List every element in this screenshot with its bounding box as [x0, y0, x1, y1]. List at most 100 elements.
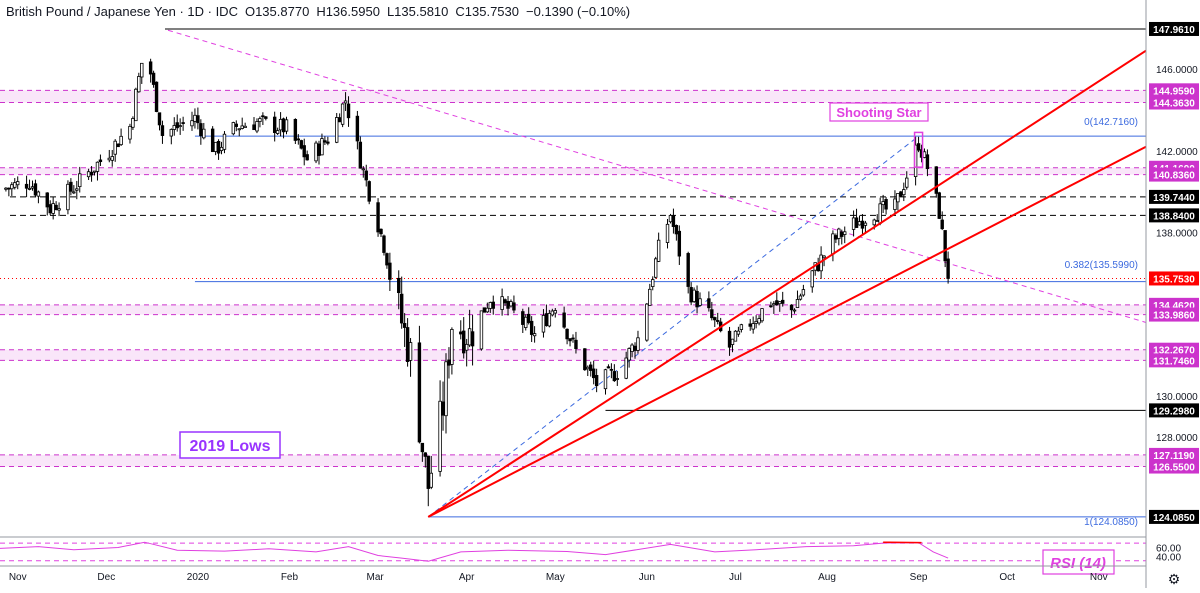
candle-down	[427, 456, 430, 488]
candle-down	[347, 104, 350, 118]
candle-up	[256, 122, 259, 131]
candle-up	[214, 142, 217, 151]
candle-up	[778, 302, 781, 304]
candle-down	[99, 160, 102, 162]
candle-up	[486, 308, 489, 312]
candle-up	[879, 204, 882, 223]
price-tick-label: 128.0000	[1156, 433, 1198, 444]
candle-down	[781, 300, 784, 303]
candle-down	[938, 193, 941, 219]
rsi-line	[0, 542, 948, 561]
candle-down	[235, 124, 238, 126]
candle-up	[241, 126, 244, 129]
candle-up	[637, 338, 640, 351]
candle-down	[900, 192, 903, 196]
candle-up	[5, 188, 8, 189]
candle-up	[279, 119, 282, 130]
price-axis-label: 133.9860	[1153, 311, 1195, 322]
candle-up	[315, 143, 318, 161]
time-axis-label: Dec	[97, 572, 115, 583]
candle-up	[73, 192, 76, 193]
candle-down	[377, 203, 380, 232]
header-symbol: British Pound / Japanese Yen · 1D · IDC	[6, 4, 238, 19]
price-axis-label: 138.8400	[1153, 211, 1195, 222]
candle-down	[634, 346, 637, 350]
candle-down	[380, 229, 383, 234]
candle-up	[858, 222, 861, 225]
candle-up	[551, 311, 554, 315]
candle-up	[129, 126, 132, 139]
candle-up	[616, 379, 619, 380]
header-high: H136.5950	[316, 4, 380, 19]
candle-up	[604, 370, 607, 389]
header-open: O135.8770	[245, 4, 309, 19]
candle-down	[716, 320, 719, 321]
header-low: L135.5810	[387, 4, 448, 19]
candle-down	[49, 205, 52, 213]
candle-up	[220, 147, 223, 150]
candle-down	[421, 443, 424, 451]
candle-up	[93, 171, 96, 172]
support-zone	[0, 168, 1146, 175]
rising-trendline	[428, 51, 1146, 517]
candle-up	[135, 89, 138, 120]
rsi-tick-label: 40.00	[1156, 552, 1181, 563]
candle-down	[926, 155, 929, 169]
candle-down	[492, 302, 495, 308]
candle-up	[669, 215, 672, 221]
candle-down	[504, 300, 507, 303]
candle-down	[149, 62, 152, 74]
candle-up	[409, 343, 412, 361]
candle-down	[70, 182, 73, 191]
candle-down	[397, 278, 400, 292]
candle-up	[489, 302, 492, 308]
price-axis-label: 131.7460	[1153, 356, 1195, 367]
candle-up	[657, 240, 660, 261]
fib-0-label: 0(142.7160)	[1084, 117, 1138, 128]
shooting-star-label: Shooting Star	[836, 105, 921, 120]
candle-down	[947, 259, 950, 279]
candle-down	[418, 343, 421, 442]
candle-up	[285, 120, 288, 131]
candle-up	[58, 209, 61, 210]
candle-down	[713, 318, 716, 320]
candle-up	[533, 334, 536, 336]
candle-down	[471, 332, 474, 346]
price-axis-label: 140.8360	[1153, 171, 1195, 182]
candle-up	[628, 349, 631, 361]
candle-up	[802, 290, 805, 295]
candle-down	[403, 323, 406, 327]
candle-down	[424, 453, 427, 457]
candle-up	[439, 401, 442, 471]
candle-down	[610, 369, 613, 370]
time-axis-label: Jul	[729, 572, 742, 583]
candle-up	[16, 182, 19, 185]
candle-up	[451, 329, 454, 364]
candle-up	[67, 184, 70, 209]
candle-down	[197, 116, 200, 123]
candle-up	[501, 297, 504, 310]
candle-down	[294, 119, 297, 140]
candle-down	[711, 310, 714, 318]
candle-up	[796, 299, 799, 307]
candle-down	[944, 231, 947, 261]
settings-gear-icon: ⚙	[1168, 571, 1181, 587]
candle-down	[861, 221, 864, 228]
candle-up	[793, 310, 796, 311]
candle-up	[321, 139, 324, 155]
candle-up	[731, 339, 734, 344]
candle-down	[527, 314, 530, 322]
candle-up	[445, 362, 448, 416]
candle-up	[631, 345, 634, 352]
candle-down	[273, 117, 276, 133]
candle-down	[749, 324, 752, 326]
candle-up	[341, 104, 344, 124]
candle-down	[161, 126, 164, 136]
candle-down	[253, 125, 256, 130]
candle-up	[138, 76, 141, 91]
candle-up	[173, 126, 176, 130]
candle-down	[300, 141, 303, 149]
candle-down	[25, 184, 28, 188]
